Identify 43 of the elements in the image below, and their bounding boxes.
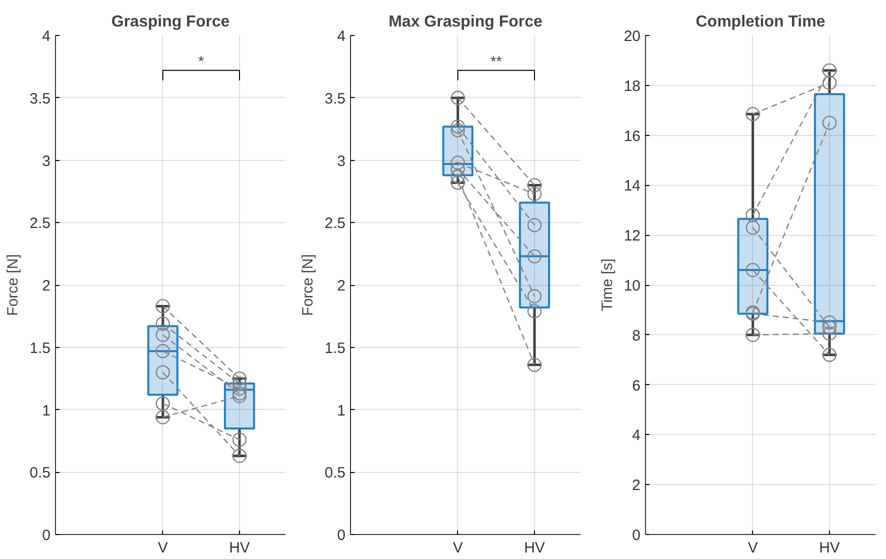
x-tick-label: V: [158, 540, 168, 556]
y-tick-label: 1: [337, 402, 346, 420]
annotation: *: [198, 53, 204, 70]
y-tick-label: 4: [337, 28, 346, 45]
y-tick-label: 8: [632, 327, 640, 344]
y-tick-label: 4: [632, 427, 640, 444]
y-tick-label: 0: [632, 527, 640, 544]
y-tick-label: 1.5: [30, 340, 51, 357]
y-tick-label: 10: [624, 278, 641, 294]
y-tick-label: 1.5: [324, 340, 346, 357]
x-tick-label: HV: [819, 540, 840, 556]
y-tick-label: 18: [624, 78, 641, 95]
y-tick-label: 3: [337, 152, 346, 170]
y-tick-label: 4: [42, 28, 50, 45]
y-tick-label: 12: [624, 228, 641, 245]
chart-title: Grasping Force: [111, 14, 230, 30]
y-tick-label: 0: [42, 527, 50, 544]
y-axis-title: Force [N]: [4, 254, 22, 316]
y-axis-title: Force [N]: [300, 254, 317, 316]
x-tick-label: V: [452, 540, 463, 556]
y-tick-label: 2.5: [30, 215, 51, 232]
annotation: **: [490, 53, 502, 70]
y-tick-label: 3: [42, 152, 50, 170]
x-tick-label: V: [748, 540, 758, 556]
y-tick-label: 0: [337, 527, 346, 544]
y-tick-label: 2.5: [324, 215, 346, 232]
y-tick-label: 1: [42, 402, 50, 420]
y-tick-label: 2: [42, 278, 50, 294]
chart-title: Max Grasping Force: [388, 14, 543, 30]
y-tick-label: 3.5: [30, 90, 51, 108]
y-axis-title: Time [s]: [598, 258, 616, 312]
y-tick-label: 3.5: [324, 90, 346, 108]
x-tick-label: HV: [524, 540, 545, 556]
y-tick-label: 14: [624, 178, 641, 195]
x-tick-label: HV: [229, 540, 250, 556]
y-tick-label: 16: [624, 128, 641, 145]
chart-title: Completion Time: [696, 14, 826, 30]
y-tick-label: 0.5: [324, 464, 346, 482]
y-tick-label: 2: [337, 278, 346, 294]
y-tick-label: 0.5: [30, 464, 51, 482]
y-tick-label: 20: [624, 28, 641, 45]
y-tick-label: 6: [632, 377, 640, 394]
y-tick-label: 2: [632, 477, 640, 494]
